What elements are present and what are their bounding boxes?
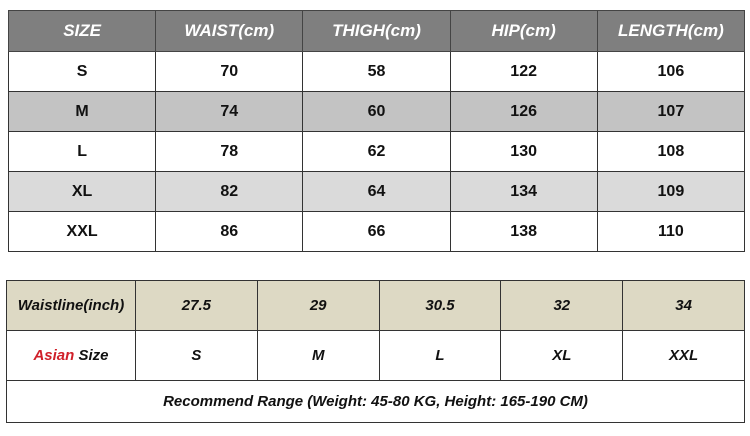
- header-cell: THIGH(cm): [302, 10, 451, 52]
- cell: 122: [449, 51, 598, 92]
- cell: 130: [449, 131, 598, 172]
- cell: 107: [596, 91, 746, 132]
- cell: 82: [155, 171, 304, 212]
- asian-word: Asian: [33, 347, 75, 364]
- asian-size-label: Asian Size: [6, 330, 136, 381]
- size-word: Size: [78, 347, 109, 364]
- table-row: M 74 60 126 107: [7, 91, 746, 132]
- cell: 109: [596, 171, 746, 212]
- cell: XXL: [7, 211, 157, 252]
- cell: 110: [596, 211, 746, 252]
- cell: 34: [622, 280, 745, 331]
- cell: 62: [302, 131, 451, 172]
- cell: S: [7, 51, 157, 92]
- waistline-label: Waistline(inch): [6, 280, 136, 331]
- header-cell: LENGTH(cm): [596, 10, 746, 52]
- cell: L: [7, 131, 157, 172]
- cell: 66: [302, 211, 451, 252]
- cell: XXL: [622, 330, 745, 381]
- recommend-text: Recommend Range (Weight: 45-80 KG, Heigh…: [6, 380, 745, 423]
- cell: 64: [302, 171, 451, 212]
- cell: 74: [155, 91, 304, 132]
- conversion-table: Waistline(inch) 27.5 29 30.5 32 34 Asian…: [6, 280, 745, 423]
- cell: 70: [155, 51, 304, 92]
- table-row: L 78 62 130 108: [7, 131, 746, 172]
- cell: 78: [155, 131, 304, 172]
- cell: 108: [596, 131, 746, 172]
- cell: XL: [7, 171, 157, 212]
- waistline-row: Waistline(inch) 27.5 29 30.5 32 34: [6, 280, 745, 331]
- cell: 86: [155, 211, 304, 252]
- recommend-row: Recommend Range (Weight: 45-80 KG, Heigh…: [6, 380, 745, 423]
- table-row: XL 82 64 134 109: [7, 171, 746, 212]
- size-table: SIZE WAIST(cm) THIGH(cm) HIP(cm) LENGTH(…: [7, 10, 746, 252]
- cell: 27.5: [135, 280, 258, 331]
- header-cell: SIZE: [7, 10, 157, 52]
- table-row: XXL 86 66 138 110: [7, 211, 746, 252]
- table-row: S 70 58 122 106: [7, 51, 746, 92]
- cell: L: [378, 330, 502, 381]
- cell: 106: [596, 51, 746, 92]
- cell: 29: [256, 280, 380, 331]
- header-row: SIZE WAIST(cm) THIGH(cm) HIP(cm) LENGTH(…: [7, 10, 746, 52]
- header-cell: WAIST(cm): [155, 10, 304, 52]
- cell: 58: [302, 51, 451, 92]
- cell: S: [135, 330, 258, 381]
- cell: M: [256, 330, 380, 381]
- cell: 60: [302, 91, 451, 132]
- cell: XL: [500, 330, 624, 381]
- cell: M: [7, 91, 157, 132]
- cell: 32: [500, 280, 624, 331]
- cell: 134: [449, 171, 598, 212]
- header-cell: HIP(cm): [449, 10, 598, 52]
- cell: 126: [449, 91, 598, 132]
- cell: 138: [449, 211, 598, 252]
- asian-size-row: Asian Size S M L XL XXL: [6, 330, 745, 381]
- cell: 30.5: [378, 280, 502, 331]
